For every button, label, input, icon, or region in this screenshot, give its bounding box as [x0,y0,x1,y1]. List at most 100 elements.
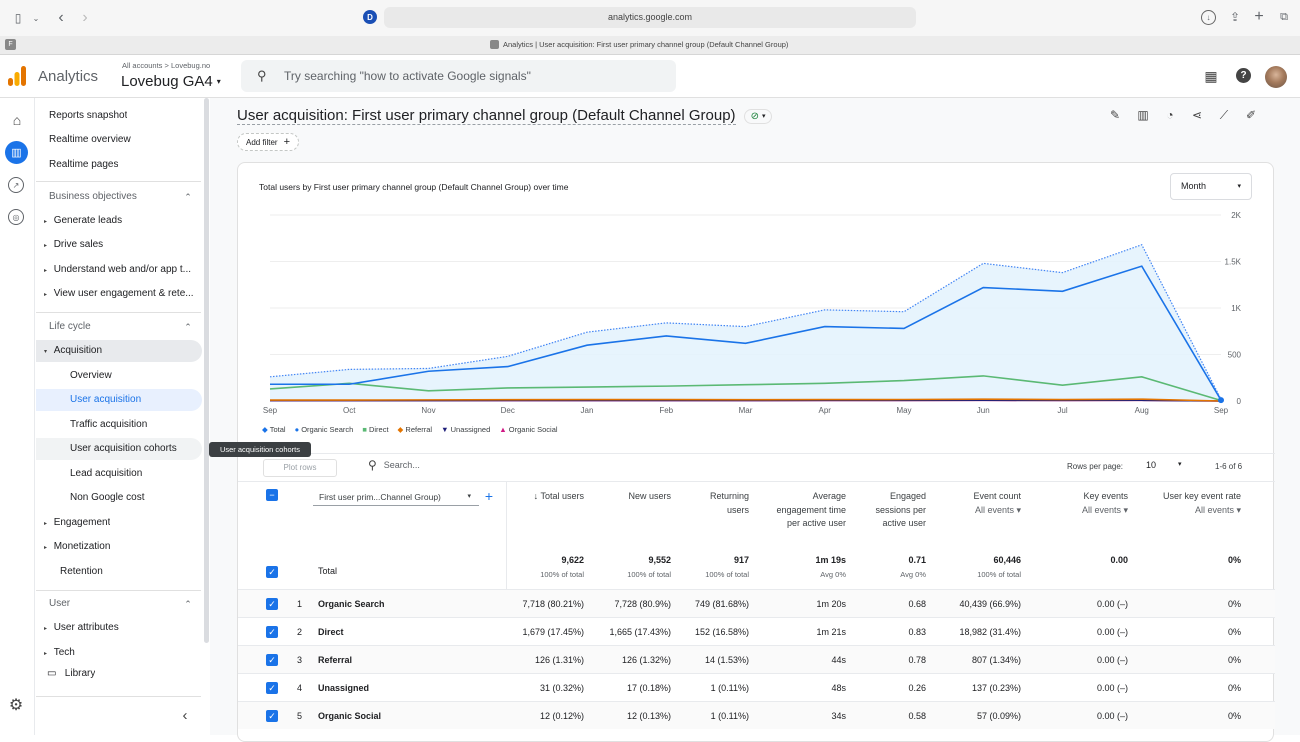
nav-item-overview[interactable]: Overview [70,370,112,381]
back-icon[interactable]: ‹ [58,9,64,26]
legend-direct[interactable]: ■ Direct [362,425,388,434]
collapse-nav-icon[interactable]: ‹ [182,706,188,724]
row-dimension[interactable]: Referral [318,655,353,665]
nav-item-understand-traffic[interactable]: ▸ Understand web and/or app t... [44,259,204,281]
period-select[interactable]: Month ▾ [1170,173,1252,200]
row-dimension[interactable]: Organic Search [318,599,385,609]
nav-realtime-pages[interactable]: Realtime pages [49,159,119,170]
download-icon[interactable]: ↓ [1201,10,1216,25]
column-new-users[interactable]: New users [601,490,671,504]
legend-organic-social[interactable]: ▲ Organic Social [499,425,557,434]
avatar[interactable] [1265,66,1287,88]
chevron-up-icon[interactable]: ⌃ [184,598,192,609]
compare-icon[interactable]: ▥ [1137,108,1149,122]
add-filter-button[interactable]: Add filter + [237,133,300,151]
event-filter-select[interactable]: All events ▾ [1081,504,1128,515]
breadcrumb[interactable]: All accounts > Lovebug.no [122,61,211,70]
column-user-key-event-rate[interactable]: User key event rate All events ▾ [1158,490,1241,517]
forward-icon[interactable]: › [82,9,88,26]
nav-realtime-overview[interactable]: Realtime overview [49,134,131,145]
series-line-direct[interactable] [269,375,1222,402]
line-chart[interactable]: 2K 1.5K 1K 500 0 Sep Oct Nov Dec Jan Feb Mar Apr May J… [248,203,1258,443]
nav-item-non-google-cost[interactable]: Non Google cost [70,492,145,503]
column-event-count[interactable]: Event count All events ▾ [948,490,1021,517]
nav-item-acquisition[interactable]: ▾ Acquisition [36,340,202,362]
dimension-select[interactable]: First user prim...Channel Group) ▾ [313,488,479,506]
help-icon[interactable]: ? [1236,68,1251,83]
customize-report-icon[interactable]: ✎ [1109,108,1121,122]
row-dimension[interactable]: Direct [318,627,344,637]
share-report-icon[interactable]: ⋖ [1191,108,1203,122]
total-checkbox[interactable]: ✓ [266,566,278,578]
status-check-icon[interactable]: ⊘ ▾ [743,108,773,124]
advertising-icon[interactable]: ◎ [8,209,24,225]
row-dimension[interactable]: Organic Social [318,711,382,721]
row-checkbox[interactable]: ✓ [266,682,278,694]
rows-per-page-select[interactable]: 10 ▾ [1146,460,1186,470]
nav-item-monetization[interactable]: ▸ Monetization [44,536,110,558]
chevron-up-icon[interactable]: ⌃ [184,321,192,332]
nav-reports-snapshot[interactable]: Reports snapshot [49,110,128,121]
nav-item-retention[interactable]: Retention [60,566,103,577]
nav-item-user-attributes[interactable]: ▸ User attributes [44,617,119,639]
nav-item-tech[interactable]: ▸ Tech [44,642,75,664]
chevron-down-icon[interactable]: ⌄ [32,13,40,23]
sidebar-toggle-icon[interactable]: ▯ [14,11,22,25]
nav-section-business-objectives[interactable]: Business objectives [49,191,137,202]
nav-item-traffic-acquisition[interactable]: Traffic acquisition [70,419,148,430]
series-line-organic-search[interactable] [270,265,1222,401]
property-selector[interactable]: Lovebug GA4 ▾ [121,73,221,90]
share-icon[interactable]: ⇪ [1229,10,1241,24]
nav-item-library[interactable]: ▭ Library [47,663,95,685]
apps-grid-icon[interactable]: ▦ [1204,67,1218,84]
nav-scrollbar[interactable] [204,98,209,643]
series-line-total[interactable] [269,244,1222,400]
settings-icon[interactable]: ⚙ [8,697,24,714]
chevron-up-icon[interactable]: ⌃ [184,191,192,202]
search-input[interactable]: ⚲ Try searching "how to activate Google … [241,60,676,92]
row-checkbox[interactable]: ✓ [266,654,278,666]
pinned-tab-icon[interactable]: F [5,39,16,50]
reports-icon[interactable]: ▥ [5,141,28,164]
row-checkbox[interactable]: ✓ [266,626,278,638]
explore-icon[interactable]: ↗ [8,177,24,193]
nav-item-view-engagement[interactable]: ▸ View user engagement & rete... [44,283,204,305]
nav-item-lead-acquisition[interactable]: Lead acquisition [70,468,143,479]
nav-item-generate-leads[interactable]: ▸ Generate leads [44,210,204,232]
event-filter-select[interactable]: All events ▾ [974,504,1021,515]
nav-item-engagement[interactable]: ▸ Engagement [44,512,110,534]
plot-rows-button[interactable]: Plot rows [263,459,337,477]
extension-icon[interactable]: D [363,10,377,24]
new-tab-icon[interactable]: + [1254,8,1264,25]
column-returning-users[interactable]: Returning users [694,490,749,517]
column-avg-engagement-time[interactable]: Average engagement time per active user [774,490,846,531]
legend-referral[interactable]: ◆ Referral [398,425,433,434]
page-title[interactable]: User acquisition: First user primary cha… [237,107,736,125]
trend-icon[interactable]: ⟋ [1219,107,1229,122]
row-dimension[interactable]: Unassigned [318,683,370,693]
series-line-referral[interactable] [270,398,1222,402]
add-dimension-icon[interactable]: + [484,488,494,504]
select-all-checkbox[interactable]: − [266,489,278,501]
legend-organic-search[interactable]: ● Organic Search [295,425,354,434]
insights-icon[interactable]: ◔ [1166,108,1174,122]
tabs-overview-icon[interactable]: ⧉ [1280,10,1288,23]
row-checkbox[interactable]: ✓ [266,598,278,610]
edit-icon[interactable]: ✐ [1245,108,1257,122]
active-tab[interactable]: Analytics | User acquisition: First user… [490,40,788,49]
column-engaged-sessions[interactable]: Engaged sessions per active user [866,490,926,531]
nav-section-user[interactable]: User [49,598,71,609]
nav-item-user-acquisition[interactable]: User acquisition [36,389,202,411]
table-row[interactable]: ✓ 3 Referral 126 (1.31%) 126 (1.32%) 14 (1.53… [238,645,1275,673]
table-row[interactable]: ✓ 2 Direct 1,679 (17.45%) 1,665 (17.43%) 152 … [238,617,1275,645]
legend-total[interactable]: ◆ Total [262,425,286,434]
nav-item-drive-sales[interactable]: ▸ Drive sales [44,234,204,256]
analytics-logo[interactable] [8,66,26,86]
nav-section-life-cycle[interactable]: Life cycle [49,321,91,332]
table-search[interactable]: ⚲ Search... [368,458,420,472]
table-row[interactable]: ✓ 4 Unassigned 31 (0.32%) 17 (0.18%) 1 (0.11%… [238,673,1275,701]
legend-unassigned[interactable]: ▼ Unassigned [441,425,490,434]
row-checkbox[interactable]: ✓ [266,710,278,722]
table-row[interactable]: ✓ 5 Organic Social 12 (0.12%) 12 (0.13%) 1 (0… [238,701,1275,729]
column-total-users[interactable]: ↓ Total users [518,490,584,504]
